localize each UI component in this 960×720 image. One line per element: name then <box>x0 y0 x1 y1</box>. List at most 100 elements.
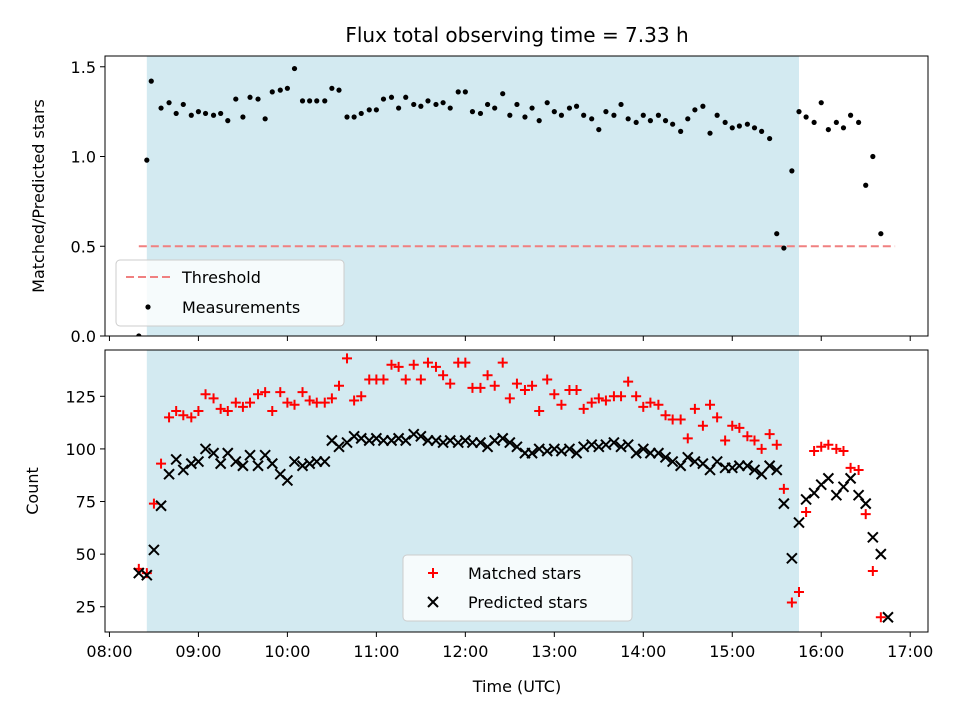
predicted-star-point <box>244 449 256 461</box>
predicted-star-point <box>563 443 576 455</box>
matched-star-point <box>771 439 782 450</box>
measurement-point <box>811 119 817 126</box>
matched-star-point <box>660 410 671 421</box>
matched-star-point <box>534 406 545 417</box>
predicted-star-point <box>266 457 278 470</box>
matched-star-point <box>809 446 820 457</box>
predicted-star-point <box>177 464 190 476</box>
legend-matched-swatch <box>428 568 438 578</box>
measurement-point <box>418 103 424 109</box>
panel-ratio: 0.0 0.5 1.0 1.5 Matched/Predicted stars Thres… <box>29 0 929 346</box>
legend-predicted-label: Predicted stars <box>468 593 588 612</box>
measurement-point <box>440 100 446 106</box>
matched-star-point <box>571 384 582 395</box>
measurement-point <box>291 65 298 72</box>
measurement-point <box>322 98 328 104</box>
measurement-point <box>611 112 617 118</box>
measurement-point <box>625 116 631 122</box>
measurement-point <box>722 119 728 126</box>
predicted-star-point <box>608 436 620 449</box>
matched-star-point <box>549 389 560 400</box>
measurement-point <box>262 116 268 122</box>
predicted-star-point <box>882 611 894 623</box>
predicted-star-point <box>230 455 242 468</box>
y-tick-label: 50 <box>76 545 96 564</box>
measurement-point <box>233 96 239 102</box>
matched-star-point <box>430 361 441 372</box>
matched-star-point <box>742 431 753 442</box>
measurement-point <box>299 98 306 104</box>
matched-star-point <box>838 446 849 457</box>
matched-star-point <box>542 374 553 385</box>
x-tick-label: 13:00 <box>531 642 577 661</box>
measurement-point <box>344 114 350 120</box>
predicted-star-point <box>763 460 776 472</box>
y-tick-label: 75 <box>76 493 96 512</box>
measurement-point <box>892 0 897 3</box>
measurement-point <box>314 98 320 104</box>
matched-star-point <box>400 374 411 385</box>
predicted-star-point <box>237 460 249 472</box>
measurement-point <box>870 153 876 160</box>
measurement-point <box>240 114 246 120</box>
matched-star-point <box>422 357 433 368</box>
measurement-point <box>373 107 379 113</box>
measurement-point <box>188 112 194 118</box>
predicted-star-point <box>392 432 405 445</box>
measurement-point <box>818 100 824 106</box>
matched-star-point <box>415 374 426 385</box>
matched-star-point <box>489 380 500 391</box>
matched-star-point <box>793 587 804 598</box>
measurement-point <box>647 118 654 124</box>
predicted-star-point <box>741 460 754 472</box>
predicted-star-point <box>659 451 672 464</box>
predicted-star-point <box>511 441 523 453</box>
matched-star-point <box>631 391 642 402</box>
matched-star-point <box>786 597 797 608</box>
matched-star-point <box>230 397 241 408</box>
legend-box <box>402 554 633 622</box>
predicted-star-point <box>555 445 568 457</box>
predicted-star-point <box>748 464 761 476</box>
predicted-star-point <box>526 447 538 459</box>
matched-star-point <box>527 380 538 391</box>
predicted-star-point <box>385 434 398 447</box>
predicted-star-point <box>214 457 227 470</box>
measurement-point <box>329 85 335 91</box>
measurement-point <box>729 125 735 131</box>
predicted-star-point <box>192 455 205 468</box>
predicted-star-point <box>408 428 420 440</box>
measurement-point <box>195 109 202 115</box>
measurement-point <box>589 116 595 122</box>
matched-star-point <box>282 397 293 408</box>
predicted-star-point <box>771 464 783 476</box>
matched-star-point <box>556 399 567 410</box>
matched-star-point <box>497 357 508 368</box>
measurement-point <box>714 112 720 118</box>
measurement-point <box>396 105 402 111</box>
measurement-point <box>558 112 565 118</box>
matched-star-point <box>623 376 634 387</box>
predicted-star-point <box>281 474 294 487</box>
predicted-star-point <box>778 497 790 510</box>
matched-star-point <box>519 384 530 395</box>
predicted-star-point <box>786 552 798 565</box>
matched-star-point <box>638 401 649 412</box>
measurement-point <box>529 105 535 111</box>
predicted-star-point <box>199 443 212 455</box>
predicted-star-point <box>296 460 309 472</box>
matched-star-point <box>460 357 471 368</box>
x-tick-label: 15:00 <box>709 642 755 661</box>
predicted-star-point <box>577 441 590 453</box>
matched-star-point <box>356 391 367 402</box>
predicted-star-point <box>437 436 449 449</box>
matched-star-point <box>267 406 278 417</box>
predicted-star-point <box>615 441 627 453</box>
measurement-point <box>411 101 417 108</box>
plot-marks <box>136 0 897 336</box>
measurement-point <box>180 101 186 108</box>
measurement-point <box>566 105 573 111</box>
measurement-point <box>380 96 387 102</box>
measurement-point <box>863 182 869 188</box>
